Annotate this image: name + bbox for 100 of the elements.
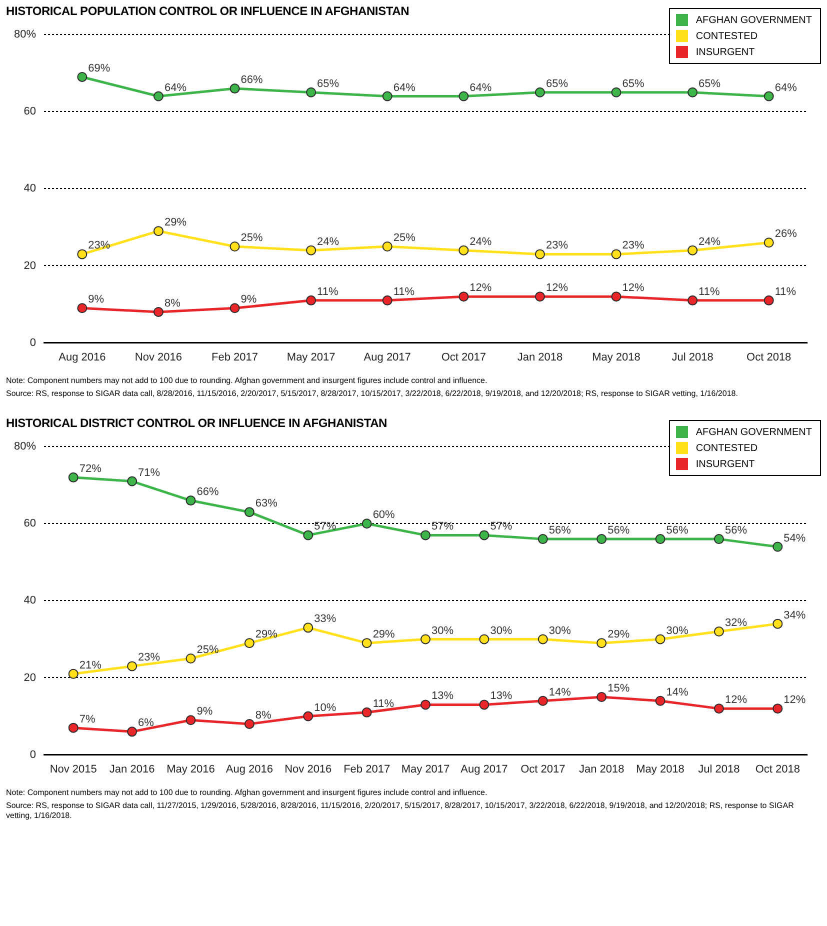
data-label: 13% <box>432 690 454 702</box>
point <box>420 530 431 540</box>
point <box>655 696 666 706</box>
x-tick-label: Aug 2017 <box>460 763 508 776</box>
point <box>655 534 666 544</box>
point <box>303 711 314 722</box>
y-tick-label: 80% <box>14 440 36 453</box>
legend-label: AFGHAN GOVERNMENT <box>696 426 812 438</box>
y-tick-label: 0 <box>30 748 36 761</box>
data-label: 56% <box>724 524 748 537</box>
data-label: 66% <box>240 74 263 86</box>
point <box>306 87 316 98</box>
data-label: 7% <box>79 713 96 726</box>
point <box>68 472 78 482</box>
x-tick-label: Nov 2016 <box>284 763 332 776</box>
x-tick-label: Jul 2018 <box>672 351 714 364</box>
x-tick-label: Oct 2017 <box>441 351 486 364</box>
y-tick-label: 40 <box>24 182 36 195</box>
data-label: 66% <box>196 486 219 498</box>
point <box>306 295 316 306</box>
point <box>420 700 431 710</box>
point <box>688 87 698 98</box>
point <box>303 622 314 633</box>
data-label: 8% <box>164 298 181 310</box>
legend-label: CONTESTED <box>696 30 758 42</box>
point <box>230 84 240 94</box>
x-tick-label: May 2018 <box>636 763 684 776</box>
point <box>77 303 88 314</box>
point <box>596 692 607 702</box>
point <box>77 72 88 82</box>
data-label: 11% <box>698 286 720 298</box>
data-label: 30% <box>490 624 512 637</box>
text: Note: Component numbers may not add to 100 due to rounding. Afghan government and insurgent figures include control and influence. <box>6 788 488 798</box>
data-label: 26% <box>774 228 798 240</box>
data-label: 23% <box>546 240 568 252</box>
data-label: 60% <box>372 509 396 522</box>
point <box>382 91 392 102</box>
x-tick-label: Oct 2017 <box>520 763 566 776</box>
legend-label: CONTESTED <box>696 442 758 454</box>
point <box>77 249 88 260</box>
data-label: 63% <box>255 498 278 510</box>
point <box>611 87 622 98</box>
data-label: 11% <box>372 698 394 710</box>
data-label: 57% <box>490 520 512 533</box>
data-label: 12% <box>622 282 644 294</box>
legend-label: INSURGENT <box>696 46 755 58</box>
point <box>458 292 469 302</box>
data-label: 13% <box>490 690 512 702</box>
data-label: 65% <box>546 78 568 90</box>
chart-title: HISTORICAL DISTRICT CONTROL OR INFLUENCE IN AFGHANISTAN <box>6 416 387 430</box>
data-label: 9% <box>240 294 257 306</box>
point <box>306 245 316 256</box>
data-label: 30% <box>548 624 572 637</box>
data-label: 21% <box>79 659 102 672</box>
y-tick-label: 60 <box>24 106 36 118</box>
point <box>714 704 724 714</box>
data-label: 56% <box>608 524 630 537</box>
data-label: 34% <box>784 609 806 622</box>
point <box>479 634 490 644</box>
data-label: 65% <box>317 78 340 90</box>
data-label: 72% <box>79 462 102 475</box>
point <box>186 653 196 664</box>
point <box>420 634 431 644</box>
data-label: 11% <box>774 286 796 298</box>
data-label: 29% <box>372 628 396 641</box>
data-label: 25% <box>393 232 416 244</box>
point <box>68 722 78 733</box>
point <box>764 238 774 248</box>
point <box>772 704 783 714</box>
point <box>655 634 666 644</box>
point <box>244 718 254 729</box>
point <box>153 91 164 102</box>
point <box>244 638 254 648</box>
point <box>458 91 469 102</box>
point <box>479 530 490 540</box>
x-tick-label: Oct 2018 <box>755 763 800 776</box>
point <box>127 661 138 672</box>
data-label: 9% <box>196 706 213 718</box>
point <box>772 542 783 552</box>
point <box>538 634 548 644</box>
data-label: 15% <box>608 682 630 695</box>
data-label: 30% <box>666 624 689 637</box>
data-label: 29% <box>608 628 630 641</box>
point <box>538 696 548 706</box>
y-tick-label: 20 <box>24 260 36 272</box>
point <box>153 306 164 317</box>
x-tick-label: Jan 2018 <box>517 351 563 364</box>
point <box>772 618 783 629</box>
data-label: 65% <box>622 78 644 90</box>
point <box>714 626 724 637</box>
point <box>688 295 698 306</box>
data-label: 12% <box>470 282 492 294</box>
point <box>688 245 698 256</box>
data-label: 71% <box>138 466 160 479</box>
data-label: 29% <box>255 628 278 641</box>
point <box>127 476 138 486</box>
point <box>362 638 372 648</box>
x-tick-label: Jul 2018 <box>698 763 740 776</box>
point <box>186 496 196 506</box>
point <box>479 700 490 710</box>
